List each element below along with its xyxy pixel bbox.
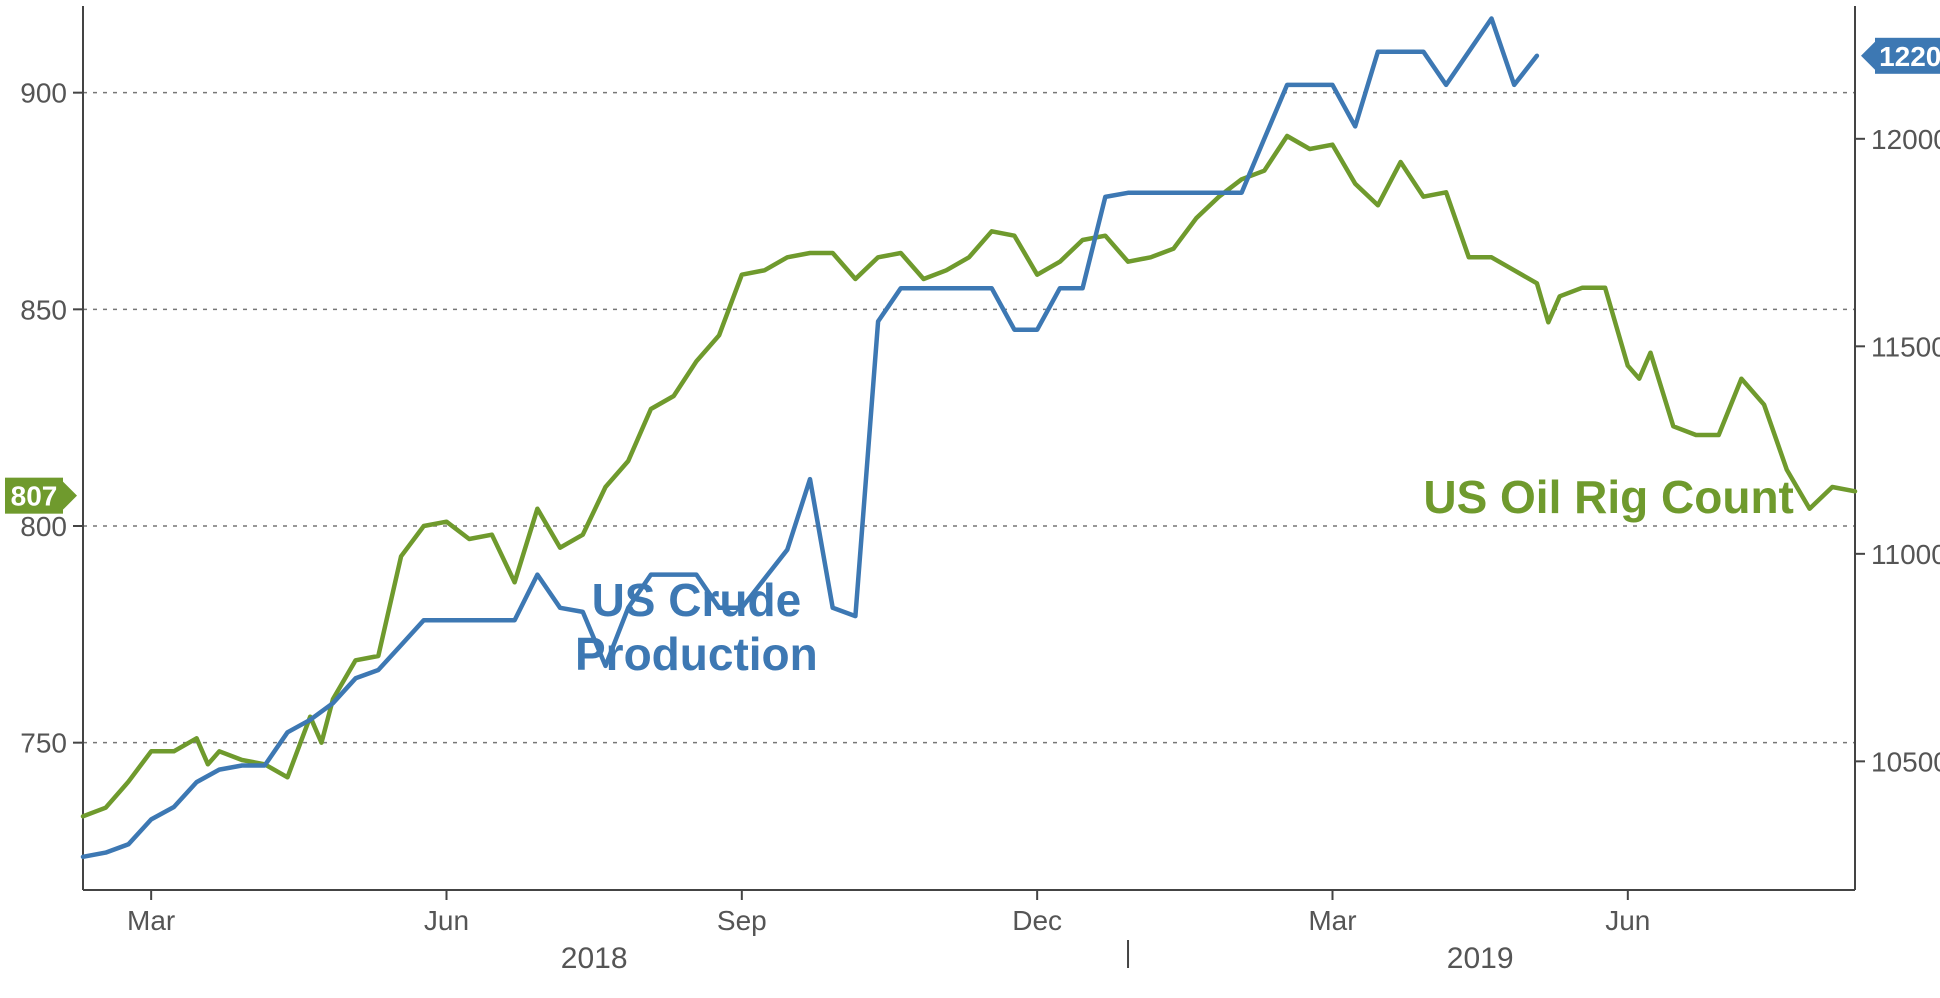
left-tick-label: 900 — [20, 78, 67, 109]
left-value-badge-text: 807 — [11, 481, 58, 512]
dual-axis-line-chart: 750 800 850 900 10500 11000 11500 12000 Mar Jun Se… — [0, 0, 1940, 998]
right-value-badge-text: 12200 — [1879, 41, 1940, 72]
annotation-crude-line1: US Crude — [592, 574, 802, 626]
left-tick-label: 850 — [20, 294, 67, 325]
x-tick-label: Sep — [717, 905, 767, 936]
right-tick-label: 11500 — [1871, 331, 1940, 362]
left-tick-label: 750 — [20, 728, 67, 759]
x-tick-label: Mar — [127, 905, 175, 936]
x-tick-label: Dec — [1012, 905, 1062, 936]
year-label: 2019 — [1447, 942, 1514, 975]
right-tick-label: 10500 — [1871, 746, 1940, 777]
chart-svg: 750 800 850 900 10500 11000 11500 12000 Mar Jun Se… — [0, 0, 1940, 998]
left-tick-label: 800 — [20, 511, 67, 542]
right-tick-label: 12000 — [1871, 124, 1940, 155]
x-tick-label: Jun — [424, 905, 469, 936]
x-tick-label: Mar — [1308, 905, 1356, 936]
right-tick-label: 11000 — [1871, 539, 1940, 570]
annotation-crude-line2: Production — [575, 628, 818, 680]
x-tick-label: Jun — [1605, 905, 1650, 936]
annotation-rig-count: US Oil Rig Count — [1423, 471, 1794, 523]
year-label: 2018 — [561, 942, 628, 975]
